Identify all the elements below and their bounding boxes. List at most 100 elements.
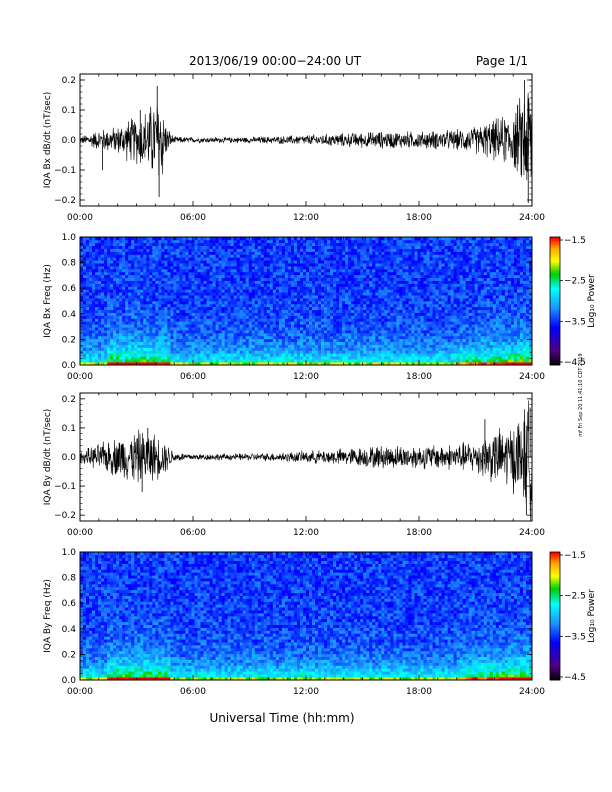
spectrogram-cell [236,306,240,311]
spectrogram-cell [239,298,244,302]
spectrogram-cell [119,318,123,322]
spectrogram-cell [215,353,219,357]
spectrogram-cell [296,344,301,348]
spectrogram-cell [269,312,274,316]
spectrogram-cell [345,318,349,322]
spectrogram-cell [284,248,289,252]
spectrogram-cell [384,362,388,366]
spectrogram-cell [321,271,325,276]
spectrogram-cell [89,237,93,241]
spectrogram-cell [161,318,165,322]
spectrogram-cell [290,330,295,334]
spectrogram-cell [348,242,352,247]
spectrogram-cell [92,330,96,334]
spectrogram-cell [378,335,382,340]
spectrogram-cell [269,306,274,311]
spectrogram-cell [363,359,367,363]
spectrogram-cell [137,283,141,287]
spectrogram-cell [354,333,358,337]
spectrogram-cell [134,327,138,331]
spectrogram-cell [299,271,304,276]
spectrogram-cell [254,324,259,328]
spectrogram-cell [287,338,292,343]
spectrogram-cell [161,292,165,296]
spectrogram-cell [239,309,244,313]
spectrogram-cell [254,292,259,296]
spectrogram-cell [254,301,259,305]
spectrogram-cell [227,248,231,252]
spectrogram-cell [215,324,219,328]
spectrogram-cell [321,260,325,264]
spectrogram-cell [272,263,277,267]
spectrogram-cell [327,237,331,241]
spectrogram-cell [396,271,400,276]
spectrogram-cell [242,321,247,325]
spectrogram-cell [348,350,352,354]
spectrogram-cell [327,353,331,357]
spectrogram-cell [263,289,268,293]
spectrogram-cell [158,347,162,351]
spectrogram-cell [197,318,201,322]
spectrogram-cell [260,344,265,348]
spectrogram-cell [333,251,337,255]
spectrogram-cell [290,335,295,340]
spectrogram-cell [170,306,174,311]
spectrogram-cell [98,280,102,284]
spectrogram-cell [345,350,349,354]
spectrogram-cell [366,324,370,328]
spectrogram-cell [95,239,99,244]
spectrogram-cell [128,350,132,354]
spectrogram-cell [245,266,250,270]
spectrogram-cell [309,289,313,293]
spectrogram-cell [351,318,355,322]
spectrogram-cell [236,298,240,302]
spectrogram-cell [230,269,234,273]
spectrogram-cell [375,338,379,343]
spectrogram-cell [402,303,406,308]
spectrogram-cell [173,280,177,284]
spectrogram-cell [113,359,117,363]
spectrogram-cell [206,266,210,270]
spectrogram-cell [137,274,141,279]
spectrogram-cell [122,338,126,343]
spectrogram-cell [98,251,102,255]
spectrogram-cell [134,292,138,296]
spectrogram-cell [173,295,177,299]
spectrogram-cell [191,260,195,264]
spectrogram-cell [140,251,144,255]
spectrogram-cell [131,277,135,281]
spectrogram-cell [233,248,237,252]
spectrogram-cell [197,277,201,281]
spectrogram-cell [293,315,298,319]
spectrogram-cell [140,245,144,249]
spectrogram-cell [182,350,186,354]
spectrogram-cell [269,338,274,343]
spectrogram-cell [143,344,147,348]
spectrogram-cell [98,330,102,334]
spectrogram-cell [110,245,114,249]
spectrogram-cell [299,292,304,296]
spectrogram-cell [284,269,289,273]
spectrogram-cell [134,263,138,267]
spectrogram-cell [360,271,364,276]
spectrogram-cell [125,356,129,360]
spectrogram-cell [372,353,376,357]
spectrogram-cell [296,286,301,290]
spectrogram-cell [110,335,114,340]
spectrogram-cell [149,362,153,366]
spectrogram-cell [239,237,244,241]
spectrogram-cell [281,263,286,267]
spectrogram-cell [263,280,268,284]
spectrogram-cell [284,274,289,279]
spectrogram-cell [239,292,244,296]
spectrogram-cell [176,271,180,276]
spectrogram-cell [275,335,280,340]
spectrogram-cell [191,321,195,325]
spectrogram-cell [107,341,111,345]
spectrogram-cell [164,330,168,334]
spectrogram-cell [405,245,409,249]
spectrogram-cell [272,254,277,258]
spectrogram-cell [206,321,210,325]
spectrogram-cell [95,295,99,299]
spectrogram-cell [164,359,168,363]
